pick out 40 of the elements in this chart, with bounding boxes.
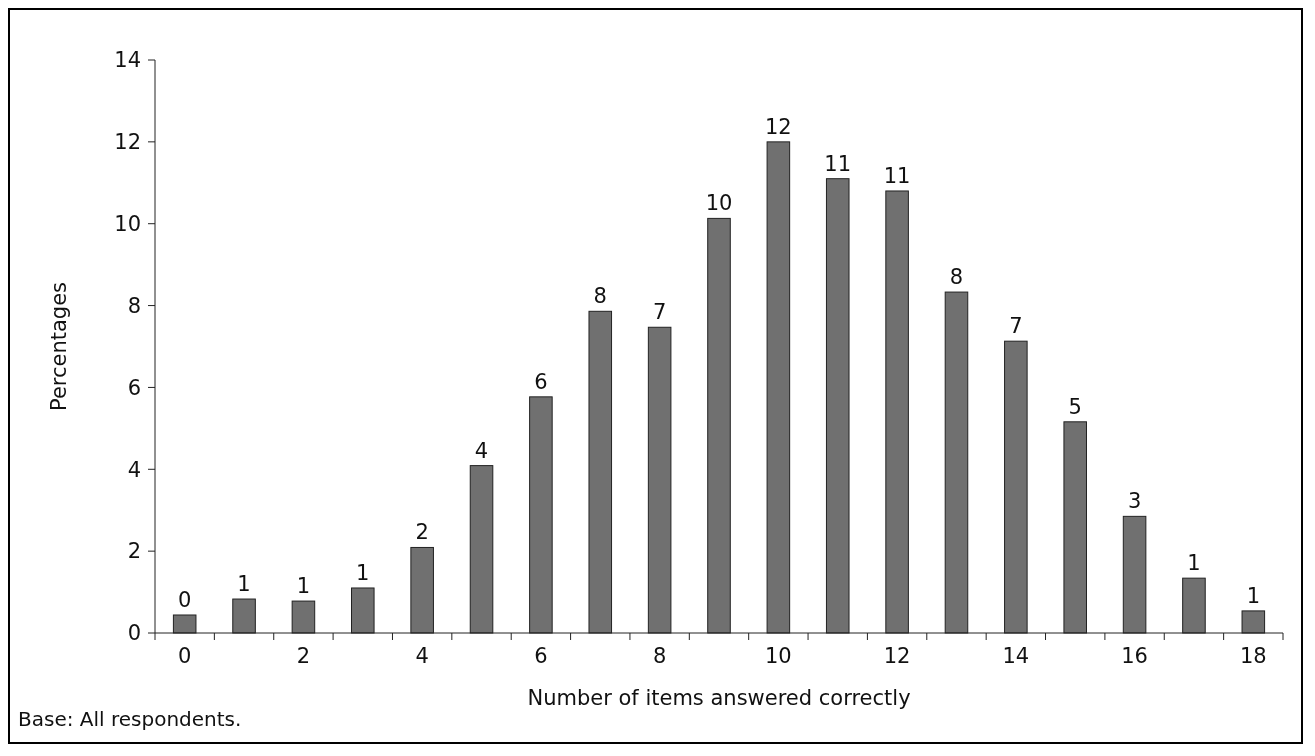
data-label: 11 xyxy=(824,151,852,176)
y-tick-label: 2 xyxy=(127,539,141,564)
y-axis-title: Percentages xyxy=(47,281,71,412)
data-label: 8 xyxy=(593,284,607,309)
data-label: 7 xyxy=(1009,314,1023,339)
data-label: 11 xyxy=(883,163,911,188)
data-label: 10 xyxy=(705,191,733,216)
y-tick-label: 12 xyxy=(114,130,141,155)
x-tick-label: 16 xyxy=(1121,644,1148,668)
x-tick-label: 14 xyxy=(1002,644,1030,668)
data-label: 1 xyxy=(1246,583,1260,608)
x-tick-label: 10 xyxy=(765,644,792,668)
data-label: 6 xyxy=(534,369,548,394)
x-tick-label: 6 xyxy=(534,644,548,668)
y-tick-label: 14 xyxy=(114,48,141,73)
y-tick-label: 0 xyxy=(127,621,141,646)
data-label: 1 xyxy=(356,560,370,585)
data-label: 12 xyxy=(765,114,792,139)
x-tick-label: 0 xyxy=(178,644,192,668)
x-tick-label: 4 xyxy=(415,644,429,668)
data-label: 3 xyxy=(1127,489,1142,514)
y-tick-label: 10 xyxy=(114,212,141,237)
data-label: 0 xyxy=(178,587,192,612)
x-axis-title: Number of items answered correctly xyxy=(527,686,911,710)
y-tick-label: 8 xyxy=(127,293,141,318)
y-tick-label: 4 xyxy=(127,457,141,482)
data-label: 8 xyxy=(949,265,964,290)
data-label: 4 xyxy=(474,438,489,463)
data-label: 7 xyxy=(652,300,667,325)
x-tick-label: 8 xyxy=(652,644,667,668)
text: Base: All respondents. xyxy=(18,707,242,731)
x-tick-label: 12 xyxy=(883,644,911,668)
data-label: 1 xyxy=(1187,551,1201,576)
y-tick-label: 6 xyxy=(127,375,141,400)
x-tick-label: 18 xyxy=(1239,644,1267,668)
data-label: 1 xyxy=(296,574,311,599)
data-label: 2 xyxy=(415,520,429,545)
x-tick-label: 2 xyxy=(296,644,311,668)
data-label: 1 xyxy=(237,572,251,597)
data-label: 5 xyxy=(1068,394,1082,419)
